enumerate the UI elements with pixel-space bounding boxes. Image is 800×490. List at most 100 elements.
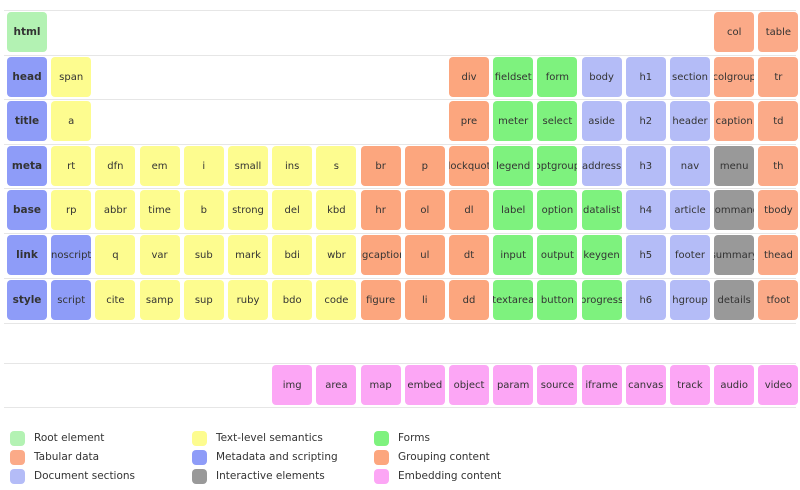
element-tile-wbr: wbr	[316, 235, 357, 275]
element-tile-em: em	[139, 146, 180, 186]
element-tile-samp: samp	[139, 280, 180, 320]
element-tile-datalist: datalist	[581, 190, 622, 230]
legend-item-root: Root element	[10, 430, 104, 446]
element-tile-input: input	[493, 235, 534, 275]
legend-swatch	[10, 449, 25, 465]
legend-label: Metadata and scripting	[216, 451, 338, 463]
element-tile-iframe: iframe	[581, 365, 622, 405]
element-tile-output: output	[537, 235, 578, 275]
element-tile-thead: thead	[758, 235, 799, 275]
legend-swatch	[192, 468, 207, 484]
element-tile-form: form	[537, 57, 578, 97]
element-tile-li: li	[404, 280, 445, 320]
element-tile-html: html	[7, 12, 47, 52]
grid-line	[4, 407, 796, 408]
element-tile-th: th	[758, 146, 799, 186]
element-tile-link: link	[7, 235, 47, 275]
element-tile-h2: h2	[625, 101, 666, 141]
element-tile-textarea: textarea	[493, 280, 534, 320]
element-tile-h1: h1	[625, 57, 666, 97]
element-tile-col: col	[714, 12, 755, 52]
legend-item-sections: Document sections	[10, 468, 135, 484]
legend-label: Grouping content	[398, 451, 490, 463]
element-tile-title: title	[7, 101, 47, 141]
element-tile-source: source	[537, 365, 578, 405]
element-tile-video: video	[758, 365, 799, 405]
element-tile-aside: aside	[581, 101, 622, 141]
element-tile-caption: caption	[714, 101, 755, 141]
element-tile-button: button	[537, 280, 578, 320]
element-tile-h3: h3	[625, 146, 666, 186]
element-tile-mark: mark	[228, 235, 268, 275]
element-tile-bdi: bdi	[272, 235, 313, 275]
element-tile-progress: progress	[581, 280, 622, 320]
element-tile-q: q	[95, 235, 136, 275]
element-tile-meta: meta	[7, 146, 47, 186]
legend-item-tabular: Tabular data	[10, 449, 99, 465]
element-tile-body: body	[581, 57, 622, 97]
element-tile-select: select	[537, 101, 578, 141]
element-tile-h5: h5	[625, 235, 666, 275]
element-tile-table: table	[758, 12, 799, 52]
element-tile-details: details	[714, 280, 755, 320]
grid-line	[4, 233, 796, 234]
element-tile-noscript: noscript	[51, 235, 92, 275]
element-tile-menu: menu	[714, 146, 755, 186]
element-tile-ol: ol	[404, 190, 445, 230]
legend-item-text: Text-level semantics	[192, 430, 323, 446]
element-tile-header: header	[670, 101, 710, 141]
element-tile-style: style	[7, 280, 47, 320]
element-tile-del: del	[272, 190, 313, 230]
legend-label: Document sections	[34, 470, 136, 482]
element-tile-ul: ul	[404, 235, 445, 275]
grid-line	[4, 99, 796, 100]
element-tile-meter: meter	[493, 101, 534, 141]
legend-item-embedding: Embedding content	[374, 468, 501, 484]
element-tile-small: small	[228, 146, 268, 186]
element-tile-track: track	[670, 365, 710, 405]
element-tile-bdo: bdo	[272, 280, 313, 320]
legend-swatch	[192, 430, 207, 446]
grid-line	[4, 188, 796, 189]
grid-line	[4, 278, 796, 279]
legend-label: Forms	[398, 432, 430, 444]
element-tile-map: map	[360, 365, 401, 405]
element-tile-audio: audio	[714, 365, 755, 405]
legend-item-interactive: Interactive elements	[192, 468, 325, 484]
legend-swatch	[374, 449, 389, 465]
element-tile-dl: dl	[449, 190, 489, 230]
element-tile-legend: legend	[493, 146, 534, 186]
legend-swatch	[10, 468, 25, 484]
legend-item-metadata: Metadata and scripting	[192, 449, 338, 465]
legend-swatch	[374, 430, 389, 446]
legend-item-forms: Forms	[374, 430, 430, 446]
element-tile-cite: cite	[95, 280, 136, 320]
element-tile-sup: sup	[183, 280, 224, 320]
element-tile-p: p	[404, 146, 445, 186]
element-tile-label: label	[493, 190, 534, 230]
element-tile-dt: dt	[449, 235, 489, 275]
element-tile-nav: nav	[670, 146, 710, 186]
element-tile-tbody: tbody	[758, 190, 799, 230]
element-tile-strong: strong	[228, 190, 268, 230]
element-tile-ruby: ruby	[228, 280, 268, 320]
element-tile-footer: footer	[670, 235, 710, 275]
element-tile-head: head	[7, 57, 47, 97]
element-tile-object: object	[449, 365, 489, 405]
element-tile-article: article	[670, 190, 710, 230]
element-tile-rt: rt	[51, 146, 92, 186]
grid-line	[4, 10, 796, 11]
element-tile-ins: ins	[272, 146, 313, 186]
element-tile-figure: figure	[360, 280, 401, 320]
element-tile-hgroup: hgroup	[670, 280, 710, 320]
element-tile-abbr: abbr	[95, 190, 136, 230]
legend-swatch	[192, 449, 207, 465]
element-tile-address: address	[581, 146, 622, 186]
element-tile-td: td	[758, 101, 799, 141]
element-tile-br: br	[360, 146, 401, 186]
legend-label: Text-level semantics	[216, 432, 323, 444]
element-tile-command: command	[714, 190, 755, 230]
element-tile-base: base	[7, 190, 47, 230]
legend-label: Root element	[34, 432, 105, 444]
element-tile-b: b	[183, 190, 224, 230]
